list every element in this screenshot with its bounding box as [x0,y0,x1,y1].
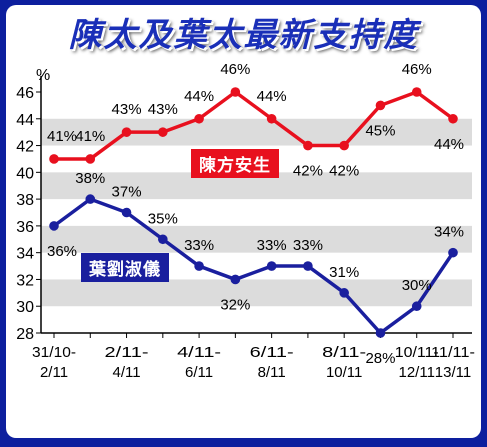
data-label: 42% [329,163,359,180]
data-point [230,274,241,285]
data-point [194,261,204,271]
data-label: 32% [220,296,250,313]
y-axis-unit: % [36,67,50,84]
y-tick-label: 44 [16,112,34,129]
data-point [375,100,386,111]
data-label: 33% [184,237,214,254]
data-label: 43% [112,101,142,118]
x-tick-label: 31/10- [32,344,76,361]
data-label: 28% [365,350,395,367]
data-point [448,247,458,258]
x-tick-label: 6/11- [250,344,294,361]
y-tick-label: 36 [16,219,34,236]
data-point [339,140,349,151]
data-point [375,328,386,338]
data-point [266,113,277,124]
data-point [121,127,132,137]
data-label: 30% [402,277,432,294]
data-label: 41% [75,128,105,145]
series-line [54,90,455,161]
data-label: 44% [434,136,464,153]
grid-band-top [41,80,472,92]
data-label: 41% [47,128,77,145]
x-tick-label: 2/11 [40,364,68,381]
data-label: 31% [329,264,359,281]
data-label: 34% [434,224,464,241]
y-tick-label: 42 [16,139,34,156]
data-label: 46% [402,61,432,78]
grid-band [41,225,472,253]
data-label: 35% [148,210,178,227]
data-label: 44% [184,88,214,105]
data-label: 38% [75,170,105,187]
y-tick-label: 34 [16,246,34,263]
data-label: 46% [220,61,250,78]
y-tick-label: 28 [16,326,34,343]
grid-band [41,118,472,146]
source-note: 資料來源：港大民意研究計劃 [186,416,473,438]
data-label: 33% [257,237,287,254]
data-label: 44% [257,88,287,105]
data-point [85,194,96,204]
x-tick-label: 4/11 [112,364,140,381]
x-tick-label: 13/11 [435,364,471,381]
data-point [303,140,313,151]
data-label: 36% [47,243,77,260]
data-label: 37% [112,184,142,201]
data-point [85,154,96,164]
x-tick-label: 6/11 [185,364,213,381]
x-tick-label: 2/11- [105,344,149,361]
data-label: 43% [148,101,178,118]
data-point [230,87,241,97]
data-point [194,113,204,124]
series-label-chan: 陳方安生 [191,149,279,178]
y-tick-label: 30 [16,299,34,316]
y-tick-label: 46 [16,85,34,102]
y-tick-label: 32 [16,272,34,289]
data-point [158,234,168,245]
data-point [411,301,422,312]
data-point [339,288,349,298]
x-tick-label: 10/11 [326,364,362,381]
data-point [121,207,132,218]
data-point [266,261,277,271]
data-label: 42% [293,163,323,180]
y-tick-label: 40 [16,165,34,182]
data-point [49,221,59,231]
series-label-ip: 葉劉淑儀 [81,253,169,282]
data-point [303,261,313,271]
data-point [411,87,422,97]
x-tick-label: 8/11 [258,364,286,381]
data-label: 45% [365,122,395,139]
data-label: 33% [293,237,323,254]
data-point [448,113,458,124]
x-tick-label: 4/11- [177,344,221,361]
x-tick-label: 10/11- [395,344,439,361]
series-line [52,197,455,335]
grid-band [41,279,472,307]
chart-title: 陳太及葉太最新支持度 [68,15,419,54]
data-point [49,154,59,164]
x-tick-label: 8/11- [322,344,366,361]
x-tick-label: 12/11 [399,364,435,381]
data-point [158,127,168,137]
y-tick-label: 38 [16,192,34,209]
x-tick-label: 11/11- [431,344,475,361]
